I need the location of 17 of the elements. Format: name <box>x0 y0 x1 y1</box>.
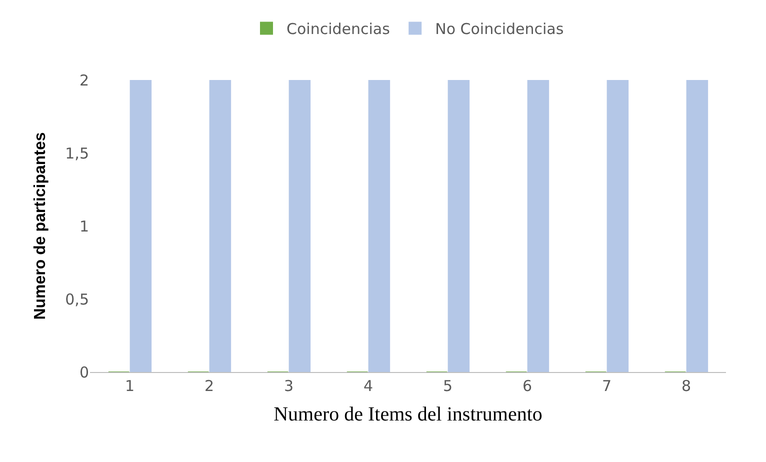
x-tick-label: 1 <box>124 377 135 395</box>
x-tick-label: 3 <box>284 377 294 395</box>
x-tick-label: 5 <box>442 377 453 395</box>
x-axis-title: Numero de Items del instrumento <box>274 404 542 426</box>
y-tick-label: 0 <box>79 363 89 382</box>
y-tick-label: 0,5 <box>65 290 89 308</box>
y-axis-title: Numero de participantes <box>32 132 50 320</box>
y-tick-label: 2 <box>79 71 89 90</box>
x-tick-label: 4 <box>363 377 374 395</box>
x-tick-label: 7 <box>602 377 612 395</box>
legend-label: Coincidencias <box>286 20 390 38</box>
x-tick-label: 2 <box>204 377 214 395</box>
y-tick-label: 1,5 <box>65 144 89 162</box>
y-tick-label: 1 <box>79 217 89 236</box>
x-tick-label: 6 <box>522 377 532 395</box>
x-tick-label: 8 <box>681 377 692 395</box>
legend-label: No Coincidencias <box>435 20 564 38</box>
